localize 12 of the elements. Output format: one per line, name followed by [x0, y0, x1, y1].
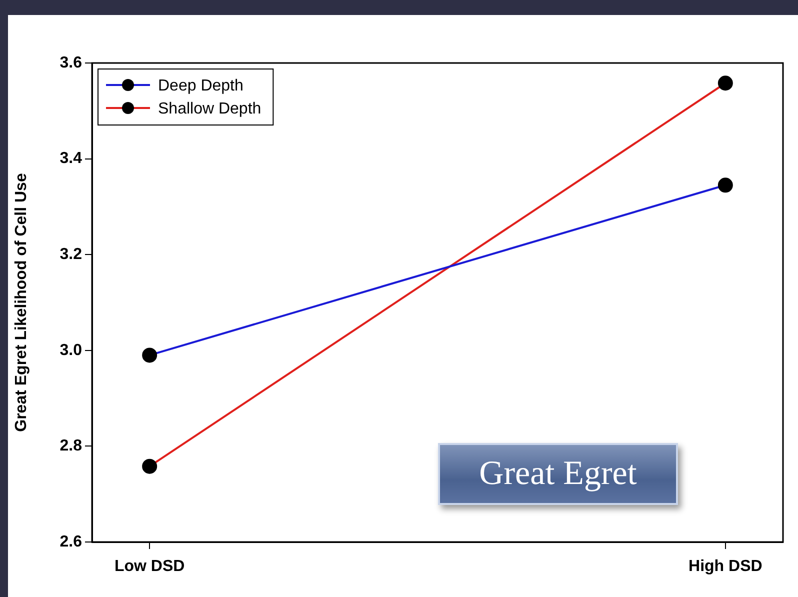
y-tick-label: 3.6: [60, 54, 82, 72]
x-tick-label: Low DSD: [114, 558, 185, 576]
y-tick-label: 3.2: [60, 246, 82, 264]
y-tick-label: 2.6: [60, 533, 82, 550]
legend-label: Shallow Depth: [158, 100, 262, 118]
annotation: Great Egret: [438, 443, 678, 505]
y-tick-label: 3.0: [60, 342, 82, 359]
y-tick-label: 3.4: [60, 150, 82, 168]
x-tick-label: High DSD: [688, 558, 762, 576]
legend-label: Deep Depth: [158, 77, 244, 94]
y-axis-title: Great Egret Likelihood of Cell Use: [13, 173, 30, 432]
y-tick-label: 2.8: [60, 438, 82, 455]
